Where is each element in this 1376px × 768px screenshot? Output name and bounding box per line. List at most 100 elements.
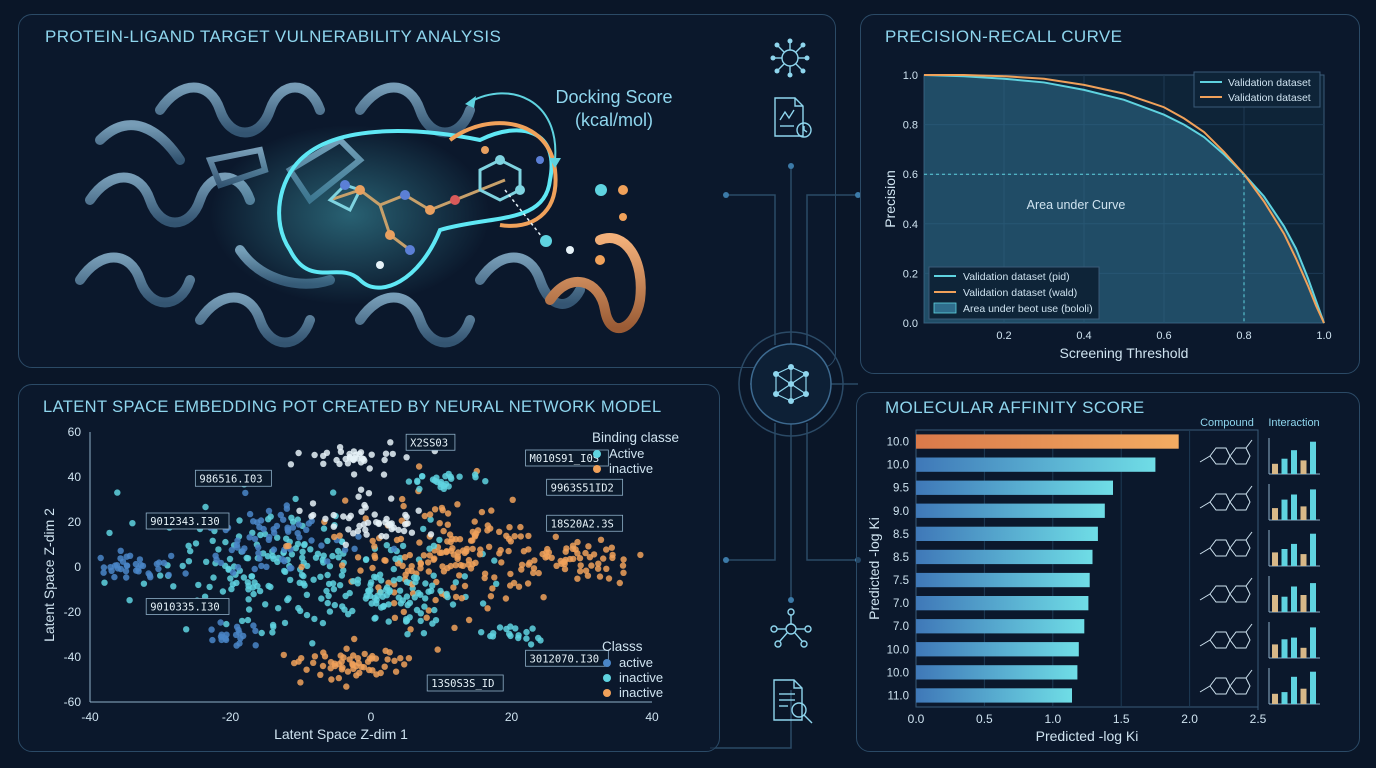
- latent-point: [342, 455, 349, 463]
- latent-callout-box: [546, 514, 624, 532]
- latent-point: [296, 579, 303, 586]
- latent-point: [284, 596, 291, 604]
- latent-point: [561, 565, 569, 573]
- interaction-bar: [1300, 688, 1307, 704]
- latent-point: [295, 521, 303, 528]
- latent-point: [415, 463, 423, 470]
- latent-callout-label: M010S91_I0S: [530, 453, 600, 465]
- report-clock-icon[interactable]: [770, 94, 816, 142]
- pr-series-line-0: [923, 74, 1325, 324]
- latent-callout-box: [194, 469, 272, 487]
- latent-point: [497, 546, 504, 554]
- latent-point: [454, 501, 461, 508]
- latent-point: [136, 556, 144, 563]
- latent-point: [444, 510, 452, 517]
- latent-callout-label: 986516.I03: [199, 473, 262, 485]
- interaction-bar: [1272, 693, 1278, 704]
- latent-point: [637, 551, 644, 559]
- neural-network-hub-icon[interactable]: [766, 359, 816, 409]
- latent-point: [426, 552, 433, 559]
- latent-point: [301, 582, 308, 589]
- latent-point: [298, 655, 305, 662]
- latent-point: [350, 652, 357, 659]
- latent-point: [365, 490, 373, 497]
- latent-point: [336, 582, 344, 589]
- latent-point: [183, 626, 190, 633]
- latent-point: [440, 482, 448, 490]
- interaction-bar: [1291, 586, 1297, 612]
- latent-x-tick-label: 20: [505, 710, 519, 724]
- document-search-icon[interactable]: [768, 676, 818, 726]
- latent-point: [346, 589, 353, 597]
- interaction-bar: [1281, 692, 1288, 704]
- latent-point: [250, 622, 257, 629]
- latent-point: [378, 604, 385, 611]
- nodes-connection-icon[interactable]: [768, 606, 814, 652]
- latent-point: [403, 593, 411, 600]
- aff-category-label: 11.0: [887, 690, 909, 702]
- pr-y-tick-label: 0.4: [903, 219, 918, 231]
- latent-point: [185, 542, 192, 549]
- aff-x-tick-label: 0.5: [976, 712, 993, 726]
- aff-category-label: 10.0: [887, 437, 909, 449]
- latent-point: [209, 537, 216, 544]
- aff-x-axis-label: Predicted -log Ki: [1036, 728, 1139, 744]
- latent-point: [506, 524, 513, 531]
- latent-point: [485, 543, 493, 550]
- latent-point: [427, 516, 434, 523]
- latent-point: [345, 526, 352, 533]
- latent-point: [280, 651, 287, 659]
- latent-point: [299, 548, 306, 555]
- latent-callout-box: [405, 433, 456, 451]
- latent-panel-title: LATENT SPACE EMBEDDING POT CREATED BY NE…: [43, 398, 662, 416]
- latent-point: [283, 535, 290, 542]
- latent-point: [392, 668, 400, 675]
- latent-point: [358, 508, 365, 515]
- latent-point: [597, 536, 605, 543]
- latent-point: [336, 532, 343, 539]
- latent-point: [349, 607, 356, 615]
- latent-point: [287, 576, 294, 584]
- latent-point: [461, 582, 469, 590]
- latent-point: [206, 583, 213, 591]
- latent-point: [363, 592, 370, 599]
- latent-point: [408, 567, 415, 575]
- latent-point: [429, 582, 436, 589]
- latent-point: [292, 545, 299, 552]
- latent-point: [517, 533, 524, 540]
- network-molecule-icon[interactable]: [768, 36, 812, 80]
- latent-point: [117, 547, 124, 554]
- latent-point: [351, 545, 358, 552]
- latent-point: [436, 520, 443, 527]
- latent-point: [265, 582, 272, 590]
- latent-callout-label: X2SS03: [410, 437, 448, 449]
- latent-point: [389, 450, 396, 458]
- latent-point: [430, 542, 438, 549]
- latent-point: [283, 502, 290, 509]
- latent-legend1-label: inactive: [609, 461, 653, 476]
- aff-category-label: 8.5: [893, 529, 909, 541]
- latent-point: [424, 559, 432, 566]
- latent-point: [343, 645, 350, 652]
- latent-point: [422, 580, 429, 587]
- latent-point: [361, 650, 368, 658]
- latent-point: [477, 546, 484, 553]
- latent-point: [527, 641, 535, 648]
- latent-point: [386, 588, 393, 596]
- latent-point: [325, 592, 332, 600]
- latent-point: [354, 527, 362, 535]
- latent-point: [303, 611, 311, 619]
- latent-callout-label: 18S20A2.3S: [551, 518, 614, 530]
- latent-point: [270, 526, 277, 533]
- latent-point: [472, 559, 479, 566]
- latent-point: [308, 537, 315, 544]
- latent-point: [382, 647, 389, 654]
- pr-legend-bottom-box: [928, 266, 1100, 320]
- latent-point: [283, 543, 290, 550]
- pr-y-tick-label: 0.6: [903, 169, 918, 181]
- latent-point: [491, 574, 498, 581]
- latent-point: [319, 662, 327, 670]
- latent-point: [281, 619, 289, 627]
- latent-point: [111, 573, 118, 581]
- latent-point: [295, 449, 302, 457]
